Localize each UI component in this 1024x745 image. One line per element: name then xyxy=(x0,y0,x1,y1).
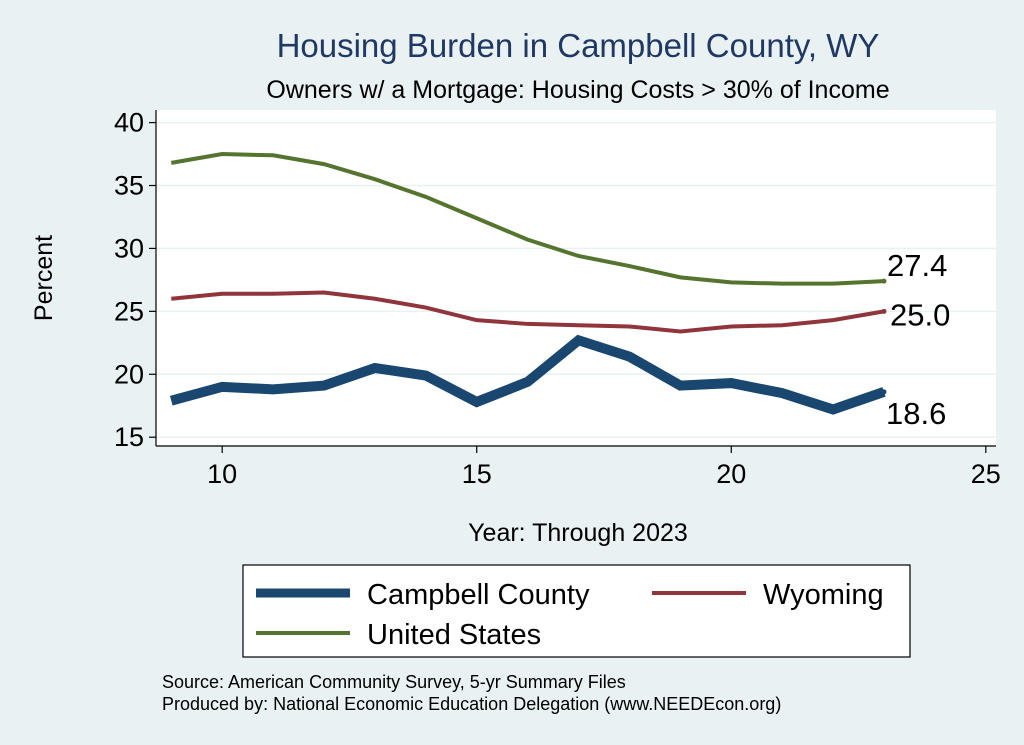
end-point-united-states xyxy=(881,278,887,284)
x-tick-label: 25 xyxy=(971,459,1001,489)
end-label-wyoming: 25.0 xyxy=(890,297,950,332)
end-label-united-states: 27.4 xyxy=(887,248,947,283)
legend-label-united-states: United States xyxy=(367,619,541,651)
series-line-campbell-county xyxy=(169,334,886,415)
y-tick-label: 25 xyxy=(114,296,144,326)
gridlines xyxy=(156,121,996,438)
y-tick-label: 40 xyxy=(114,108,144,138)
y-tick-label: 20 xyxy=(114,359,144,389)
legend: Campbell County Wyoming United States xyxy=(242,564,911,658)
y-tick-label: 30 xyxy=(114,233,144,263)
y-axis-label: Percent xyxy=(30,235,58,321)
series-line-wyoming xyxy=(171,290,885,334)
legend-label-wyoming: Wyoming xyxy=(763,579,884,611)
x-axis-label: Year: Through 2023 xyxy=(468,519,688,547)
end-labels: 18.6 25.0 27.4 xyxy=(886,248,950,431)
series-line-united-states xyxy=(170,152,885,286)
axes: 15 20 25 30 35 40 10 15 20 25 xyxy=(114,108,1001,489)
legend-box xyxy=(242,564,911,658)
end-point-campbell-county xyxy=(881,389,887,395)
x-tick-label: 20 xyxy=(716,459,746,489)
x-tick-label: 15 xyxy=(462,459,492,489)
chart-subtitle: Owners w/ a Mortgage: Housing Costs > 30… xyxy=(266,76,889,104)
chart-title: Housing Burden in Campbell County, WY xyxy=(277,27,880,64)
source-note: Source: American Community Survey, 5-yr … xyxy=(162,672,626,692)
y-tick-label: 15 xyxy=(114,422,144,452)
y-tick-label: 35 xyxy=(114,171,144,201)
end-point-wyoming xyxy=(881,308,887,314)
x-tick-label: 10 xyxy=(207,459,237,489)
produced-note: Produced by: National Economic Education… xyxy=(162,694,781,714)
legend-label-campbell-county: Campbell County xyxy=(367,579,590,611)
series-lines xyxy=(169,152,887,415)
end-label-campbell-county: 18.6 xyxy=(886,396,946,431)
